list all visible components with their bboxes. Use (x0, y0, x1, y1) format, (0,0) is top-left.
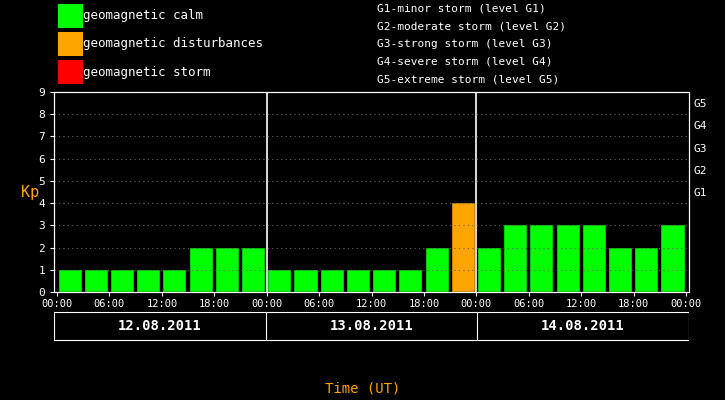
Text: geomagnetic storm: geomagnetic storm (83, 66, 211, 79)
Bar (531, 225, 553, 292)
Text: G5-extreme storm (level G5): G5-extreme storm (level G5) (377, 74, 559, 84)
Bar (242, 248, 265, 292)
Text: geomagnetic disturbances: geomagnetic disturbances (83, 38, 263, 50)
Bar (58, 60, 83, 84)
Bar (268, 270, 291, 292)
Bar (373, 270, 396, 292)
Bar (426, 248, 449, 292)
Bar (216, 248, 239, 292)
Text: 14.08.2011: 14.08.2011 (541, 319, 625, 333)
Bar (661, 225, 684, 292)
Text: G3-strong storm (level G3): G3-strong storm (level G3) (377, 39, 552, 49)
Bar (294, 270, 318, 292)
Text: Time (UT): Time (UT) (325, 382, 400, 396)
Bar (583, 225, 606, 292)
Bar (635, 248, 658, 292)
Bar (137, 270, 160, 292)
Bar (163, 270, 186, 292)
Bar (557, 225, 580, 292)
Bar (58, 32, 83, 56)
Y-axis label: Kp: Kp (21, 184, 39, 200)
Bar (320, 270, 344, 292)
Bar (504, 225, 527, 292)
Bar (452, 203, 475, 292)
Bar (478, 248, 501, 292)
Text: geomagnetic calm: geomagnetic calm (83, 9, 204, 22)
Text: G4-severe storm (level G4): G4-severe storm (level G4) (377, 57, 552, 67)
Bar (609, 248, 632, 292)
Text: 12.08.2011: 12.08.2011 (118, 319, 202, 333)
Text: 13.08.2011: 13.08.2011 (330, 319, 413, 333)
Bar (190, 248, 212, 292)
Text: G2-moderate storm (level G2): G2-moderate storm (level G2) (377, 21, 566, 31)
Bar (111, 270, 134, 292)
Bar (58, 4, 83, 28)
Bar (399, 270, 423, 292)
Bar (347, 270, 370, 292)
Text: G1-minor storm (level G1): G1-minor storm (level G1) (377, 4, 546, 14)
Bar (85, 270, 108, 292)
Bar (59, 270, 82, 292)
